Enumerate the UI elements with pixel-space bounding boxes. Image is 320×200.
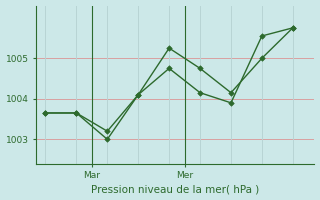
X-axis label: Pression niveau de la mer( hPa ): Pression niveau de la mer( hPa ) <box>91 184 260 194</box>
